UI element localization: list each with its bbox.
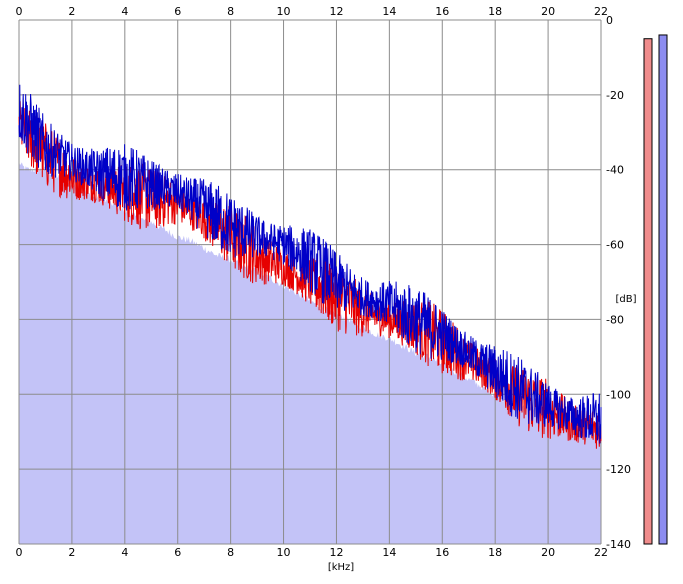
- x-tick-label: 12: [329, 5, 343, 18]
- x-tick-label: 20: [541, 5, 555, 18]
- y-tick-label: -60: [606, 239, 624, 252]
- series-line-blue: [18, 84, 602, 444]
- x-tick-label: 20: [541, 546, 555, 559]
- x-tick-label: 4: [121, 5, 128, 18]
- y-tick-label: -120: [606, 463, 631, 476]
- channel-level-meter: [658, 34, 668, 545]
- y-tick-label: -40: [606, 164, 624, 177]
- x-tick-labels-bottom: 0 2 4 6 8 10 12 14 16 18 20 22: [16, 546, 609, 559]
- x-tick-label: 10: [277, 546, 291, 559]
- x-tick-label: 6: [174, 5, 181, 18]
- x-tick-label: 22: [594, 546, 608, 559]
- x-tick-label: 16: [435, 546, 449, 559]
- x-tick-label: 0: [16, 546, 23, 559]
- y-tick-labels: 0 -20 -40 -60 -80 -100 -120 -140: [606, 14, 631, 551]
- gridlines: [18, 19, 602, 545]
- x-tick-label: 8: [227, 546, 234, 559]
- y-tick-label: -100: [606, 388, 631, 401]
- x-tick-label: 10: [277, 5, 291, 18]
- spectrum-fill-area: [19, 161, 601, 544]
- x-tick-label: 0: [16, 5, 23, 18]
- x-tick-label: 2: [68, 5, 75, 18]
- y-tick-label: -140: [606, 538, 631, 551]
- x-tick-label: 6: [174, 546, 181, 559]
- y-tick-label: -80: [606, 313, 624, 326]
- x-axis-label: [kHz]: [328, 562, 354, 573]
- x-tick-label: 18: [488, 5, 502, 18]
- x-tick-label: 14: [382, 5, 396, 18]
- channel-level-meters: [643, 34, 668, 545]
- y-tick-label: 0: [606, 14, 613, 27]
- x-tick-label: 14: [382, 546, 396, 559]
- x-tick-label: 16: [435, 5, 449, 18]
- x-tick-label: 2: [68, 546, 75, 559]
- x-tick-label: 8: [227, 5, 234, 18]
- y-tick-label: -20: [606, 89, 624, 102]
- channel-level-meter: [643, 38, 653, 545]
- x-tick-label: 18: [488, 546, 502, 559]
- x-tick-label: 22: [594, 5, 608, 18]
- x-tick-label: 12: [329, 546, 343, 559]
- y-axis-label: [dB]: [615, 294, 636, 305]
- x-tick-labels-top: 0 2 4 6 8 10 12 14 16 18 20 22: [16, 5, 609, 18]
- x-tick-label: 4: [121, 546, 128, 559]
